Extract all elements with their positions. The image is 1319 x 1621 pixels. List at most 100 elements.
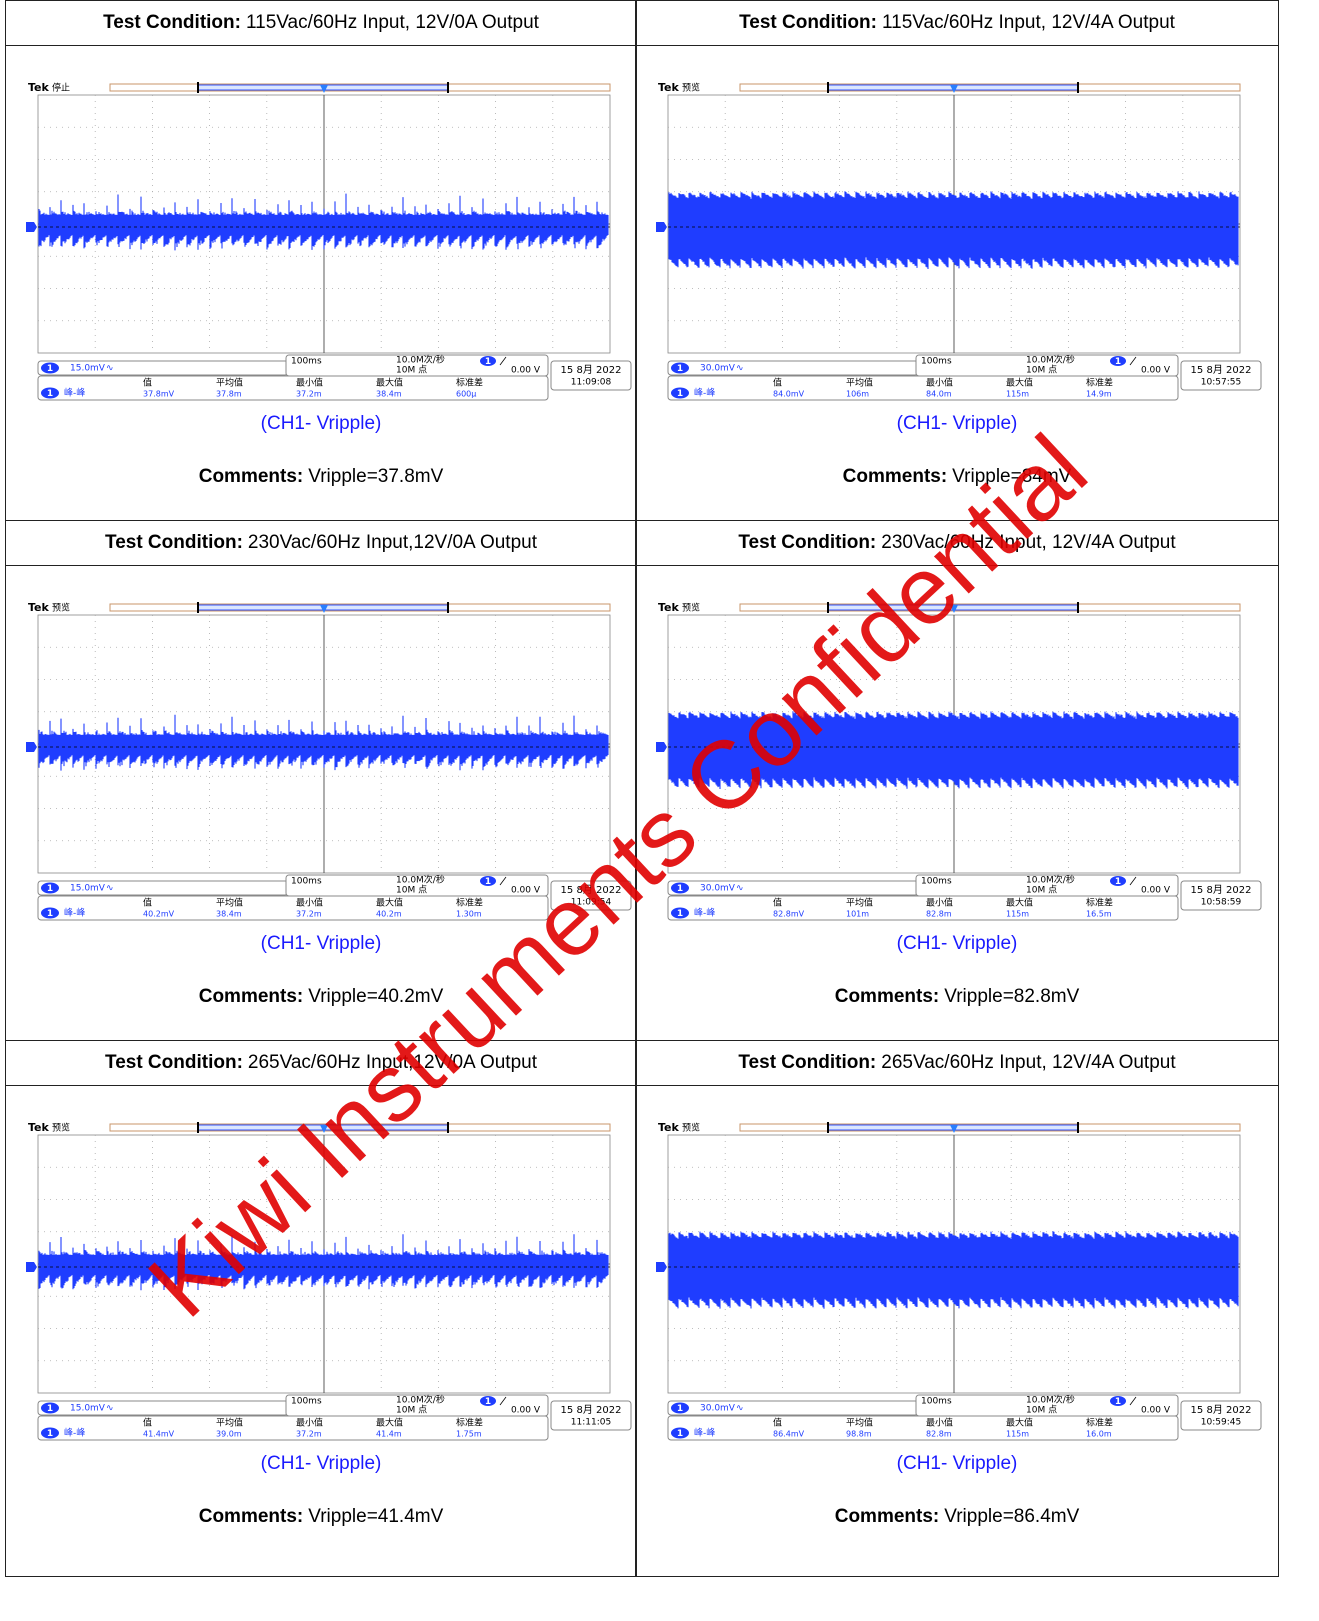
measure-value: 40.2m — [376, 910, 402, 919]
condition-text: 265Vac/60Hz Input,12V/0A Output — [248, 1052, 537, 1073]
waveform — [669, 1231, 1238, 1309]
date: 15 8月 2022 — [561, 1404, 622, 1416]
condition-text: 115Vac/60Hz Input, 12V/0A Output — [246, 12, 539, 33]
measure-value: 41.4mV — [143, 1430, 175, 1439]
measure-header: 最小值 — [296, 377, 323, 389]
comments-text: Vripple=82.8mV — [944, 986, 1079, 1007]
comments: Comments:Vripple=82.8mV — [636, 986, 1278, 1008]
table-cell: Test Condition:265Vac/60Hz Input,12V/0A … — [5, 1040, 637, 1577]
measure-header: 最大值 — [376, 377, 403, 389]
condition-label: Test Condition: — [105, 532, 243, 553]
document: Test Condition: 115Vac/60Hz Input, 12V/0A… — [0, 0, 1319, 1621]
status: 停止 — [52, 82, 70, 94]
measure-value: 84.0mV — [773, 390, 805, 399]
measure-value: 14.9m — [1086, 390, 1112, 399]
comments-text: Vripple=37.8mV — [308, 466, 443, 487]
sample-rate: 10.0M次/秒 — [396, 354, 445, 366]
condition-label: Test Condition: — [738, 532, 876, 553]
date: 15 8月 2022 — [561, 884, 622, 896]
trigger-channel: 1 — [1115, 1397, 1121, 1407]
vertical-scale: 15.0mV — [70, 364, 106, 374]
date: 15 8月 2022 — [1191, 884, 1252, 896]
measure-header: 值 — [773, 1417, 782, 1429]
timebase: 100ms — [921, 1397, 952, 1407]
test-condition: Test Condition:265Vac/60Hz Input,12V/0A … — [6, 1041, 636, 1086]
comments-label: Comments: — [835, 986, 940, 1007]
measure-header: 标准差 — [456, 897, 483, 909]
coupling: ∿ — [106, 1404, 114, 1414]
measure-value: 16.0m — [1086, 1430, 1112, 1439]
measurement-name: 峰-峰 — [694, 1428, 715, 1439]
measure-value: 40.2mV — [143, 910, 175, 919]
comments-label: Comments: — [835, 1506, 940, 1527]
measure-value: 1.30m — [456, 910, 482, 919]
brand: Tek — [28, 81, 50, 94]
status: 预览 — [52, 1122, 70, 1134]
figure-caption: (CH1- Vripple) — [6, 1453, 636, 1475]
measurement-name: 峰-峰 — [64, 908, 85, 919]
measure-header: 平均值 — [846, 1417, 873, 1429]
measure-value: 16.5m — [1086, 910, 1112, 919]
measure-header: 标准差 — [456, 1417, 483, 1429]
measure-value: 106m — [846, 390, 869, 399]
measure-value: 84.0m — [926, 390, 952, 399]
measure-value: 86.4mV — [773, 1430, 805, 1439]
measure-header: 平均值 — [846, 897, 873, 909]
clock-time: 11:11:05 — [571, 1418, 611, 1428]
record-length: 10M 点 — [1026, 885, 1057, 896]
measure-header: 平均值 — [216, 377, 243, 389]
coupling: ∿ — [736, 1404, 744, 1414]
clock-time: 10:58:59 — [1201, 898, 1242, 908]
table-cell: Test Condition:115Vac/60Hz Input, 12V/4A… — [635, 0, 1279, 521]
measure-header: 平均值 — [846, 377, 873, 389]
comments: Comments:Vripple=86.4mV — [636, 1506, 1278, 1528]
comments-text: Vripple=84mV — [952, 466, 1071, 487]
test-condition: Test Condition:230Vac/60Hz Input,12V/0A … — [6, 521, 636, 566]
vertical-scale: 30.0mV — [700, 1404, 736, 1414]
clock-time: 11:09:54 — [571, 898, 612, 908]
measure-header: 最小值 — [926, 897, 953, 909]
measure-value: 82.8m — [926, 910, 952, 919]
oscilloscope-capture: Tek预览130.0mV∿100ms10.0M次/秒10M 点10.00 V15… — [648, 77, 1263, 412]
measure-header: 最大值 — [1006, 1417, 1033, 1429]
vertical-scale: 15.0mV — [70, 884, 106, 894]
brand: Tek — [658, 1121, 680, 1134]
measure-channel: 1 — [47, 389, 53, 399]
measure-header: 最大值 — [1006, 897, 1033, 909]
measure-value: 98.8m — [846, 1430, 872, 1439]
channel-number: 1 — [47, 884, 53, 894]
measure-header: 最小值 — [926, 377, 953, 389]
oscilloscope-capture: Tek预览130.0mV∿100ms10.0M次/秒10M 点10.00 V15… — [648, 597, 1263, 932]
timebase: 100ms — [291, 877, 322, 887]
figure-caption: (CH1- Vripple) — [636, 1453, 1278, 1475]
comments: Comments:Vripple=41.4mV — [6, 1506, 636, 1528]
measure-value: 39.0m — [216, 1430, 242, 1439]
trigger-level: 0.00 V — [511, 366, 541, 376]
record-length: 10M 点 — [396, 365, 427, 376]
measure-value: 101m — [846, 910, 869, 919]
comments-text: Vripple=40.2mV — [308, 986, 443, 1007]
measure-value: 1.75m — [456, 1430, 482, 1439]
coupling: ∿ — [106, 884, 114, 894]
measurement-name: 峰-峰 — [694, 388, 715, 399]
vertical-scale: 30.0mV — [700, 364, 736, 374]
comments-label: Comments: — [199, 1506, 304, 1527]
measure-header: 值 — [143, 1417, 152, 1429]
channel-number: 1 — [677, 884, 683, 894]
condition-text: 115Vac/60Hz Input, 12V/4A Output — [882, 12, 1175, 33]
date: 15 8月 2022 — [561, 364, 622, 376]
record-length: 10M 点 — [1026, 1405, 1057, 1416]
measure-header: 最大值 — [1006, 377, 1033, 389]
comments-label: Comments: — [199, 466, 304, 487]
measure-value: 37.8mV — [143, 390, 175, 399]
measure-header: 平均值 — [216, 1417, 243, 1429]
table-cell: Test Condition:230Vac/60Hz Input, 12V/4A… — [635, 520, 1279, 1041]
measure-value: 37.2m — [296, 910, 322, 919]
test-condition: Test Condition:115Vac/60Hz Input, 12V/0A… — [6, 1, 636, 46]
waveform — [669, 191, 1238, 269]
comments-text: Vripple=86.4mV — [944, 1506, 1079, 1527]
measure-header: 最大值 — [376, 1417, 403, 1429]
measure-channel: 1 — [677, 389, 683, 399]
clock-time: 10:59:45 — [1201, 1418, 1241, 1428]
